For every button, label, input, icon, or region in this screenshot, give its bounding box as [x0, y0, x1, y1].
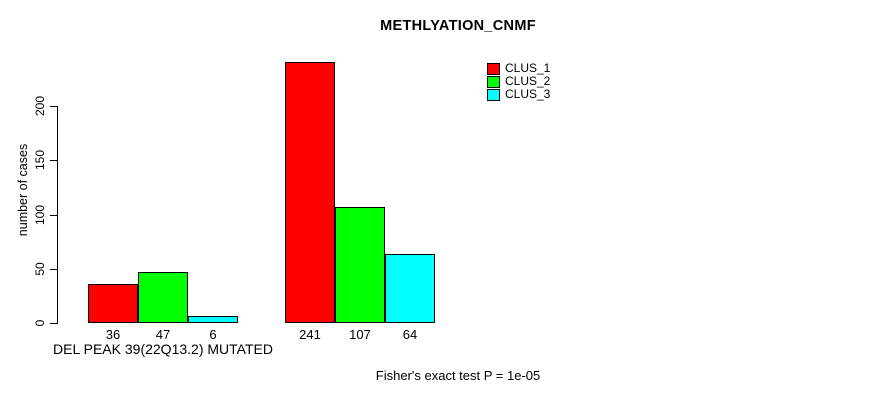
bar-value-label: 64 — [402, 327, 418, 342]
y-tick-label: 50 — [33, 262, 47, 276]
bar-clus_3 — [188, 316, 238, 323]
y-axis-tick — [50, 269, 57, 270]
chart-title: METHLYATION_CNMF — [380, 18, 536, 34]
y-axis-tick — [50, 215, 57, 216]
legend-swatch-clus_2 — [487, 75, 500, 88]
bar-value-label: 6 — [209, 327, 217, 342]
legend-swatch-clus_1 — [487, 62, 500, 75]
x-axis-label: DEL PEAK 39(22Q13.2) MUTATED — [53, 341, 273, 357]
y-tick-label: 150 — [33, 149, 47, 171]
legend-label: CLUS_1 — [505, 61, 551, 75]
legend: CLUS_1 CLUS_2 CLUS_3 — [487, 62, 550, 101]
bar-value-label: 47 — [155, 327, 171, 342]
bar-clus_1 — [88, 284, 138, 323]
bar-clus_1 — [285, 62, 335, 323]
y-tick-label: 200 — [33, 95, 47, 117]
y-axis-tick — [50, 106, 57, 107]
y-axis-tick — [50, 323, 57, 324]
bar-clus_2 — [335, 207, 385, 323]
bar-value-label: 107 — [349, 327, 371, 342]
legend-swatch-clus_3 — [487, 88, 500, 101]
y-axis-tick — [50, 160, 57, 161]
y-tick-label: 0 — [33, 319, 47, 327]
legend-item: CLUS_2 — [487, 75, 550, 88]
annotation-text: Fisher's exact test P = 1e-05 — [375, 368, 541, 383]
bar-clus_2 — [138, 272, 188, 323]
bar-clus_3 — [385, 254, 435, 323]
legend-item: CLUS_1 — [487, 62, 550, 75]
bar-value-label: 241 — [299, 327, 321, 342]
legend-label: CLUS_2 — [505, 74, 551, 88]
y-axis-line — [57, 106, 58, 324]
bar-value-label: 36 — [105, 327, 121, 342]
legend-item: CLUS_3 — [487, 88, 550, 101]
legend-label: CLUS_3 — [505, 87, 551, 101]
y-tick-label: 100 — [33, 204, 47, 226]
